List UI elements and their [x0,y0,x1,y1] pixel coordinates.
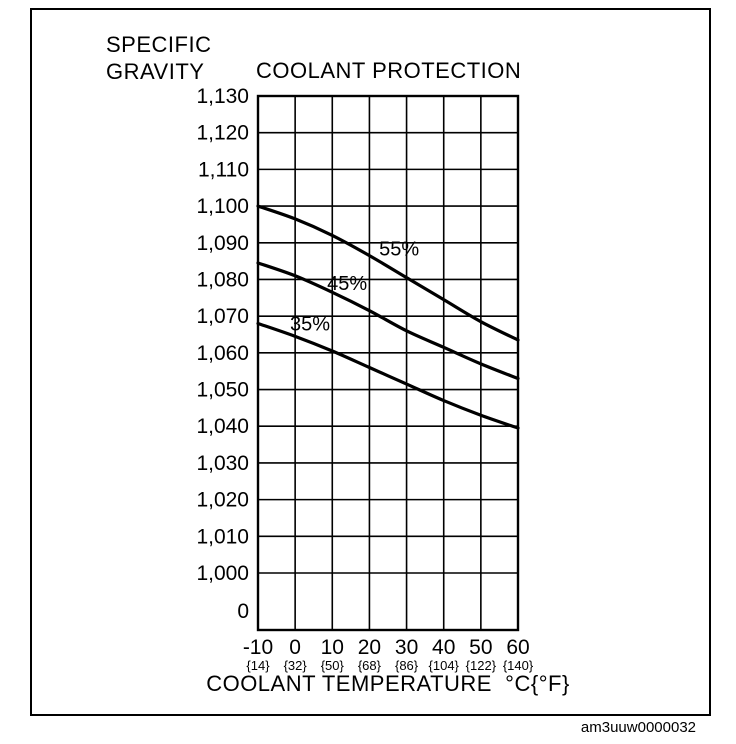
series-curve-55-percent [256,204,520,342]
series-label: 35% [290,313,330,335]
y-tick-label: 1,040 [196,415,249,438]
x-tick-label: 30 [395,636,418,659]
series-label: 45% [327,273,367,295]
y-origin-label: 0 [237,600,249,623]
x-axis-label: COOLANT TEMPERATURE °C{°F} [206,671,570,696]
x-tick-fahrenheit-label: {140} [503,658,534,673]
figure-code: am3uuw0000032 [580,719,696,736]
series-curve-35-percent [256,321,520,430]
x-tick-label: 60 [506,636,529,659]
y-axis-label: SPECIFIC GRAVITY [106,31,211,85]
x-tick-label: 10 [321,636,344,659]
x-tick-label: 20 [358,636,381,659]
x-tick-label: 40 [432,636,455,659]
x-tick-fahrenheit-label: {86} [395,658,419,673]
x-tick-fahrenheit-label: {32} [284,658,308,673]
figure-frame [30,8,711,716]
y-tick-label: 1,100 [196,195,249,218]
y-tick-label: 1,080 [196,268,249,291]
plot-border [256,94,520,632]
chart-title: COOLANT PROTECTION [256,58,522,83]
series-label: 55% [379,238,419,260]
y-axis-label-line-2: GRAVITY [106,59,205,84]
x-tick-fahrenheit-label: {68} [358,658,382,673]
y-tick-label: 1,030 [196,452,249,475]
x-tick-label: 0 [289,636,301,659]
y-tick-label: 1,070 [196,305,249,328]
x-tick-fahrenheit-label: {50} [321,658,345,673]
y-tick-label: 1,110 [198,158,249,181]
x-tick-fahrenheit-label: {104} [429,658,460,673]
series-curve-45-percent [256,261,520,381]
y-tick-label: 1,000 [196,562,249,585]
x-tick-fahrenheit-label: {14} [246,658,270,673]
y-tick-label: 1,090 [196,232,249,255]
y-tick-label: 1,020 [196,489,249,512]
y-axis-label-line-1: SPECIFIC [106,32,212,57]
x-tick-fahrenheit-label: {122} [466,658,497,673]
x-tick-label: 50 [469,636,492,659]
y-tick-label: 1,130 [196,85,249,108]
y-tick-label: 1,050 [196,379,249,402]
y-tick-label: 1,010 [196,525,249,548]
x-tick-label: -10 [243,636,273,659]
y-tick-label: 1,120 [196,122,249,145]
y-tick-label: 1,060 [196,342,249,365]
